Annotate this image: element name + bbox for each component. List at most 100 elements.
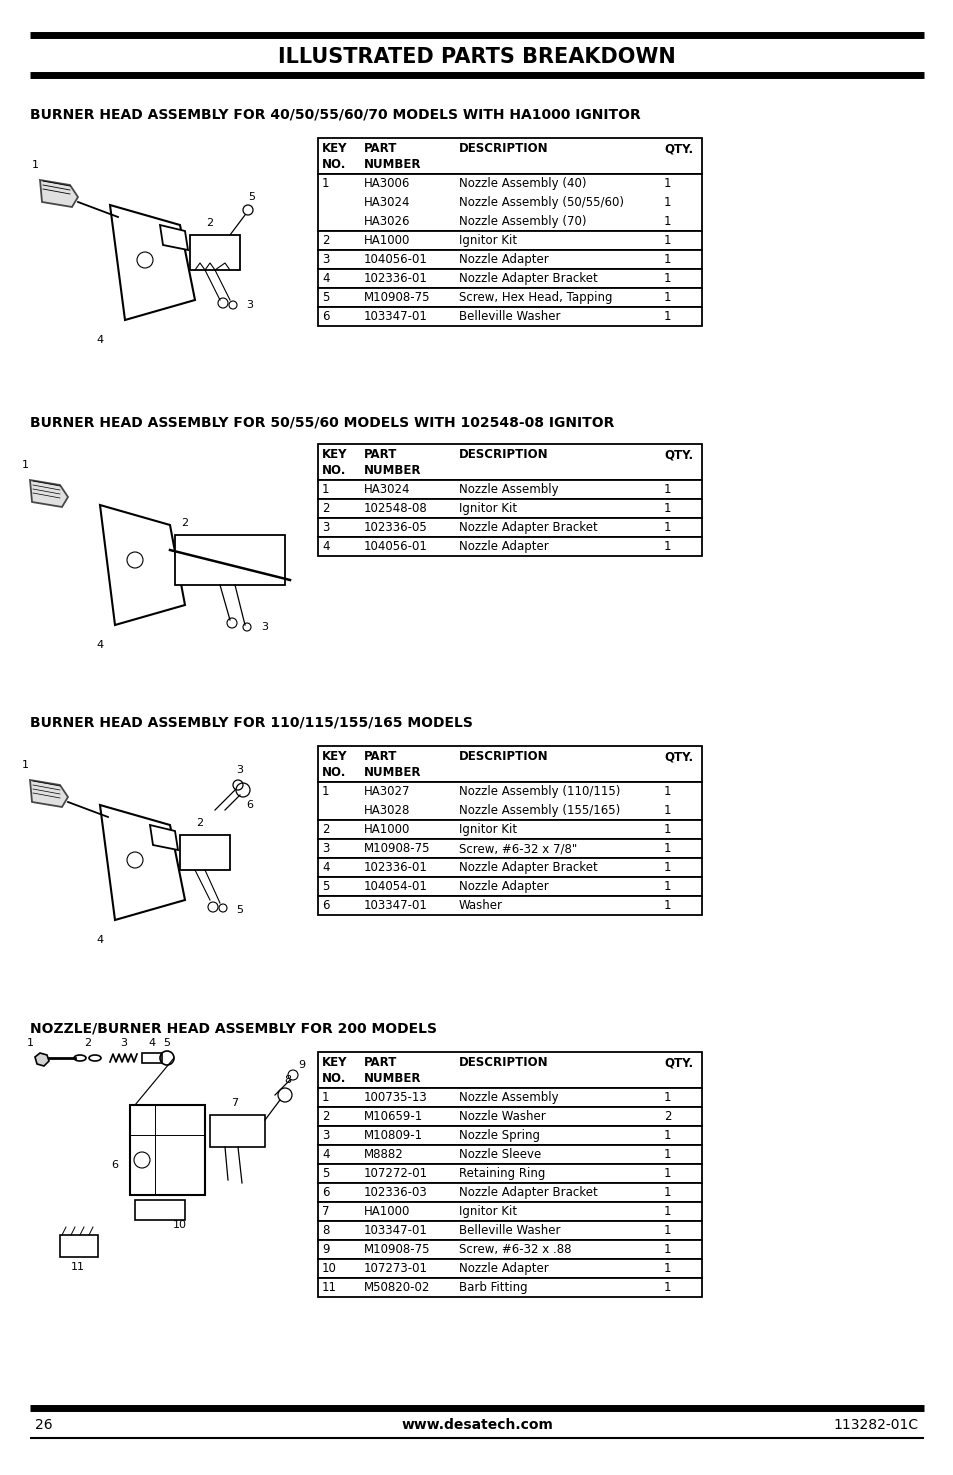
Text: 6: 6 <box>322 310 329 323</box>
Text: Nozzle Adapter Bracket: Nozzle Adapter Bracket <box>458 861 598 875</box>
Text: 2: 2 <box>322 823 329 836</box>
Text: Ignitor Kit: Ignitor Kit <box>458 235 517 246</box>
Text: Nozzle Assembly (50/55/60): Nozzle Assembly (50/55/60) <box>458 196 623 209</box>
Text: 3: 3 <box>246 299 253 310</box>
Text: www.desatech.com: www.desatech.com <box>400 1417 553 1432</box>
Text: KEY: KEY <box>322 1056 347 1069</box>
Text: 1: 1 <box>663 881 671 892</box>
Text: HA3026: HA3026 <box>364 215 410 229</box>
Text: M10908-75: M10908-75 <box>364 291 430 304</box>
Text: KEY: KEY <box>322 448 347 462</box>
Bar <box>317 268 701 288</box>
Text: HA3028: HA3028 <box>364 804 410 817</box>
Text: 10: 10 <box>322 1263 336 1274</box>
Text: NO.: NO. <box>322 766 346 779</box>
Text: 102548-08: 102548-08 <box>364 502 427 515</box>
Text: 5: 5 <box>163 1038 171 1049</box>
Text: M10659-1: M10659-1 <box>364 1111 423 1122</box>
Text: 6: 6 <box>112 1159 118 1170</box>
Text: 3: 3 <box>322 521 329 534</box>
Text: 4: 4 <box>322 271 329 285</box>
Text: 102336-05: 102336-05 <box>364 521 427 534</box>
Text: 4: 4 <box>149 1038 155 1049</box>
Text: 1: 1 <box>31 159 38 170</box>
Bar <box>317 820 701 839</box>
Bar <box>317 1277 701 1297</box>
Text: PART: PART <box>364 448 397 462</box>
Bar <box>317 746 701 782</box>
Text: 6: 6 <box>322 898 329 912</box>
Text: 9: 9 <box>322 1243 329 1257</box>
Text: 3: 3 <box>261 622 268 631</box>
Text: 7: 7 <box>232 1097 238 1108</box>
Text: NUMBER: NUMBER <box>364 766 421 779</box>
Text: Ignitor Kit: Ignitor Kit <box>458 1205 517 1218</box>
Text: 4: 4 <box>96 935 104 945</box>
Bar <box>190 235 240 270</box>
Bar <box>317 839 701 858</box>
Text: 4: 4 <box>322 1148 329 1161</box>
Bar <box>317 1089 701 1108</box>
Text: DESCRIPTION: DESCRIPTION <box>458 142 548 155</box>
Text: 1: 1 <box>663 861 671 875</box>
Text: DESCRIPTION: DESCRIPTION <box>458 1056 548 1069</box>
Text: 26: 26 <box>35 1417 52 1432</box>
Bar <box>317 537 701 556</box>
Text: Nozzle Assembly (155/165): Nozzle Assembly (155/165) <box>458 804 619 817</box>
Text: PART: PART <box>364 1056 397 1069</box>
Text: Nozzle Adapter Bracket: Nozzle Adapter Bracket <box>458 1186 598 1199</box>
Bar <box>135 1201 185 1220</box>
Text: 1: 1 <box>663 1186 671 1199</box>
Text: 1: 1 <box>663 1092 671 1103</box>
Text: 1: 1 <box>663 502 671 515</box>
Text: BURNER HEAD ASSEMBLY FOR 50/55/60 MODELS WITH 102548-08 IGNITOR: BURNER HEAD ASSEMBLY FOR 50/55/60 MODELS… <box>30 414 614 429</box>
Text: DESCRIPTION: DESCRIPTION <box>458 448 548 462</box>
Text: Nozzle Assembly: Nozzle Assembly <box>458 482 558 496</box>
Text: 2: 2 <box>322 1111 329 1122</box>
Text: KEY: KEY <box>322 142 347 155</box>
Bar <box>130 1105 205 1195</box>
Text: Nozzle Assembly (70): Nozzle Assembly (70) <box>458 215 586 229</box>
Text: 2: 2 <box>322 502 329 515</box>
Text: 5: 5 <box>236 906 243 914</box>
Text: Belleville Washer: Belleville Washer <box>458 310 560 323</box>
Text: 1: 1 <box>663 521 671 534</box>
Bar <box>142 1053 162 1063</box>
Text: 103347-01: 103347-01 <box>364 310 428 323</box>
Text: Nozzle Adapter: Nozzle Adapter <box>458 254 548 266</box>
Text: 104054-01: 104054-01 <box>364 881 428 892</box>
Bar <box>317 782 701 820</box>
Polygon shape <box>35 1053 49 1066</box>
Text: 9: 9 <box>298 1061 305 1069</box>
Text: 11: 11 <box>322 1280 336 1294</box>
Polygon shape <box>100 504 185 625</box>
Text: 1: 1 <box>663 310 671 323</box>
Text: QTY.: QTY. <box>663 448 693 462</box>
Text: HA3024: HA3024 <box>364 196 410 209</box>
Text: 102336-01: 102336-01 <box>364 271 428 285</box>
Text: QTY.: QTY. <box>663 142 693 155</box>
Bar <box>317 139 701 174</box>
Text: 5: 5 <box>322 291 329 304</box>
Text: 6: 6 <box>322 1186 329 1199</box>
Bar <box>317 895 701 914</box>
Text: HA1000: HA1000 <box>364 235 410 246</box>
Text: 1: 1 <box>322 785 329 798</box>
Text: 113282-01C: 113282-01C <box>833 1417 918 1432</box>
Text: 102336-03: 102336-03 <box>364 1186 427 1199</box>
Text: 11: 11 <box>71 1263 85 1271</box>
Text: Screw, Hex Head, Tapping: Screw, Hex Head, Tapping <box>458 291 612 304</box>
Bar <box>317 1108 701 1125</box>
Text: 1: 1 <box>663 898 671 912</box>
Bar <box>317 1125 701 1145</box>
Text: 3: 3 <box>236 766 243 774</box>
Text: 1: 1 <box>663 842 671 855</box>
Text: 1: 1 <box>663 235 671 246</box>
Text: 4: 4 <box>322 540 329 553</box>
Bar <box>317 1145 701 1164</box>
Text: HA1000: HA1000 <box>364 1205 410 1218</box>
Text: BURNER HEAD ASSEMBLY FOR 110/115/155/165 MODELS: BURNER HEAD ASSEMBLY FOR 110/115/155/165… <box>30 715 473 730</box>
Text: HA3024: HA3024 <box>364 482 410 496</box>
Text: 10: 10 <box>172 1220 187 1230</box>
Bar <box>317 1260 701 1277</box>
